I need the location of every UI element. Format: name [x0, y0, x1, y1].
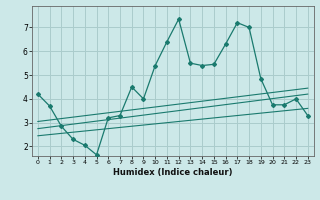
X-axis label: Humidex (Indice chaleur): Humidex (Indice chaleur) — [113, 168, 233, 177]
